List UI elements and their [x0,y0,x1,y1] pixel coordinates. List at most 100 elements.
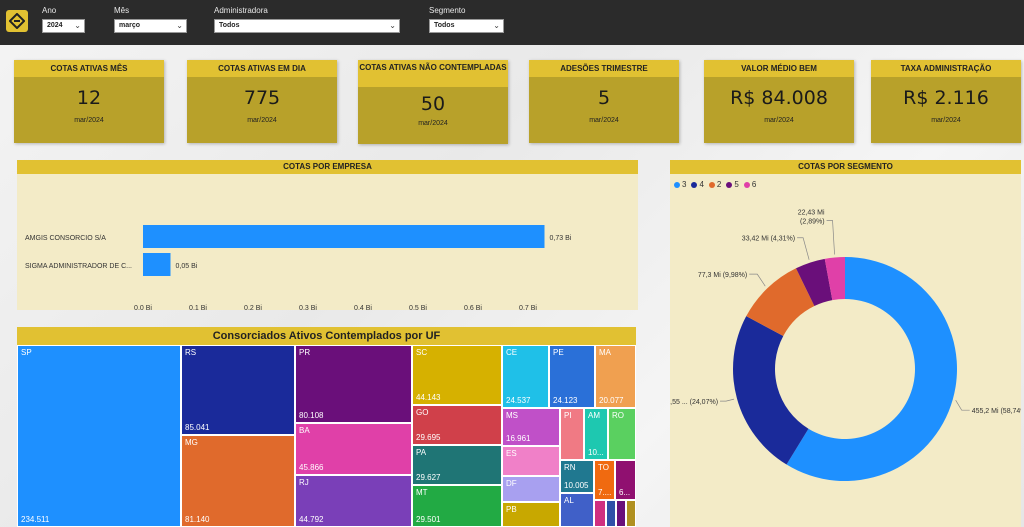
kpi-title: COTAS ATIVAS NÃO CONTEMPLADAS [358,60,508,87]
treemap-cell[interactable]: RO [608,408,636,460]
donut-chart: 455,2 Mi (58,74%) 186,55 ... (24,07%) 77,3… [670,209,1021,481]
chart-title: COTAS POR EMPRESA [17,160,638,174]
treemap-cell-value: 6... [619,488,631,497]
treemap-cell[interactable]: SP 234.511 [17,345,181,527]
leader-line [749,273,766,287]
treemap-cell-value: 29.501 [416,515,441,524]
treemap-cell[interactable]: 6... [615,460,636,500]
treemap-cell-value: 24.537 [506,396,531,405]
legend-label: 6 [751,180,757,189]
kpi-title: COTAS ATIVAS EM DIA [187,60,337,77]
chart-title: Consorciados Ativos Contemplados por UF [17,327,636,345]
treemap-cell[interactable]: PE 24.123 [549,345,595,408]
treemap-cell[interactable]: GO 29.695 [412,405,502,445]
kpi-card-taxa-administracao: TAXA ADMINISTRAÇÃO R$ 2.116 mar/2024 [871,60,1021,143]
x-tick-label: 0,2 Bi [244,305,262,310]
treemap-cell-label: MA [599,348,611,357]
treemap-cell-value: 29.627 [416,473,441,482]
kpi-card-cotas-nao-contempladas: COTAS ATIVAS NÃO CONTEMPLADAS 50 mar/202… [358,60,508,144]
cotas-por-empresa-panel: COTAS POR EMPRESA AMGIS CONSORCIO S/A 0,7… [17,160,638,312]
legend-item[interactable]: 3 [674,180,686,189]
filter-mes-select[interactable]: março ⌄ [114,19,187,33]
kpi-value: 50 [420,93,446,115]
treemap-cell-label: PE [553,348,564,357]
treemap-cell[interactable]: SC 44.143 [412,345,502,405]
kpi-value: 12 [76,87,102,109]
treemap-cell[interactable]: MG 81.140 [181,435,295,527]
donut-data-label: 33,42 Mi (4,31%) [742,236,795,243]
treemap-cell[interactable]: RN 10.005 [560,460,594,493]
treemap-cell[interactable]: PB [502,502,560,527]
treemap-cell-value: 16.961 [506,434,531,443]
filter-ano-select[interactable]: 2024 ⌄ [42,19,85,33]
leader-line [826,220,835,255]
treemap-cell[interactable]: MT 29.501 [412,485,502,527]
treemap-cell[interactable] [606,500,616,527]
bar-value-label: 0,73 Bi [550,235,572,242]
treemap-cell[interactable]: CE 24.537 [502,345,549,408]
treemap-cell-label: DF [506,479,517,488]
treemap-cell-label: CE [506,348,518,357]
bar [143,225,545,248]
treemap-cell-value: 45.866 [299,463,324,472]
chevron-down-icon: ⌄ [74,21,81,30]
treemap-cell[interactable]: PR 80.108 [295,345,412,423]
donut-data-label: 22,43 Mi [798,209,825,216]
legend-item[interactable]: 6 [743,180,757,189]
treemap-cell[interactable] [616,500,626,527]
legend-dot-icon [726,181,733,188]
bar-chart: AMGIS CONSORCIO S/A 0,73 Bi SIGMA ADMINIST… [25,225,572,312]
filter-administradora-select[interactable]: Todos ⌄ [214,19,400,33]
treemap-cell[interactable]: RS 85.041 [181,345,295,435]
treemap-cell[interactable]: BA 45.866 [295,423,412,475]
treemap-cell[interactable] [594,500,606,527]
treemap-cell-label: BA [299,426,310,435]
treemap-cell[interactable]: MS 16.961 [502,408,560,446]
treemap-cell-value: 24.123 [553,396,578,405]
treemap-cell[interactable]: PA 29.627 [412,445,502,485]
donut-slice [824,257,845,301]
treemap-cell[interactable]: PI [560,408,584,460]
filter-ano-value: 2024 [47,22,63,29]
legend-item[interactable]: 4 [691,180,704,189]
kpi-period: mar/2024 [764,117,794,124]
treemap-cell-value: 44.792 [299,515,324,524]
treemap-cell-value: 81.140 [185,515,210,524]
treemap-cell-label: ES [506,449,517,458]
legend-item[interactable]: 2 [708,180,721,189]
kpi-value: 775 [243,87,281,109]
donut-slice [733,316,809,465]
donut-data-label: 186,55 ... (24,07%) [670,399,718,406]
treemap-cell[interactable]: MA 20.077 [595,345,636,408]
treemap-cell-label: AL [564,496,574,505]
treemap-cell-value: 29.695 [416,433,441,442]
kpi-value: R$ 84.008 [730,87,828,109]
bar-value-label: 0,05 Bi [176,263,198,270]
kpi-period: mar/2024 [247,117,277,124]
treemap-cell[interactable]: AM 10... [584,408,608,460]
treemap-cell[interactable]: ES [502,446,560,476]
treemap-cell-label: RN [564,463,576,472]
treemap-cell[interactable]: RJ 44.792 [295,475,412,527]
kpi-value: R$ 2.116 [903,87,989,109]
treemap-cell-label: TO [598,463,609,472]
treemap-cell-label: RJ [299,478,309,487]
donut-slice [786,257,957,481]
filter-mes-label: Mês [114,6,130,15]
donut-slice [795,258,833,307]
treemap-cell[interactable] [626,500,636,527]
legend-item[interactable]: 5 [726,180,739,189]
legend-dot-icon [674,181,680,188]
treemap-cell-label: SP [21,348,32,357]
treemap-cell[interactable]: TO 7.... [594,460,615,500]
legend-label: 3 [682,180,687,189]
donut-data-label: 455,2 Mi (58,74%) [972,408,1021,415]
legend-dot-icon [691,181,698,188]
kpi-title: ADESÕES TRIMESTRE [529,60,679,77]
treemap-cell[interactable]: AL [560,493,594,527]
treemap-cell-label: AM [588,411,600,420]
treemap-cell[interactable]: DF [502,476,560,502]
filter-segmento-select[interactable]: Todos ⌄ [429,19,504,33]
treemap-cell-value: 85.041 [185,423,210,432]
chart-title: COTAS POR SEGMENTO [670,160,1021,174]
